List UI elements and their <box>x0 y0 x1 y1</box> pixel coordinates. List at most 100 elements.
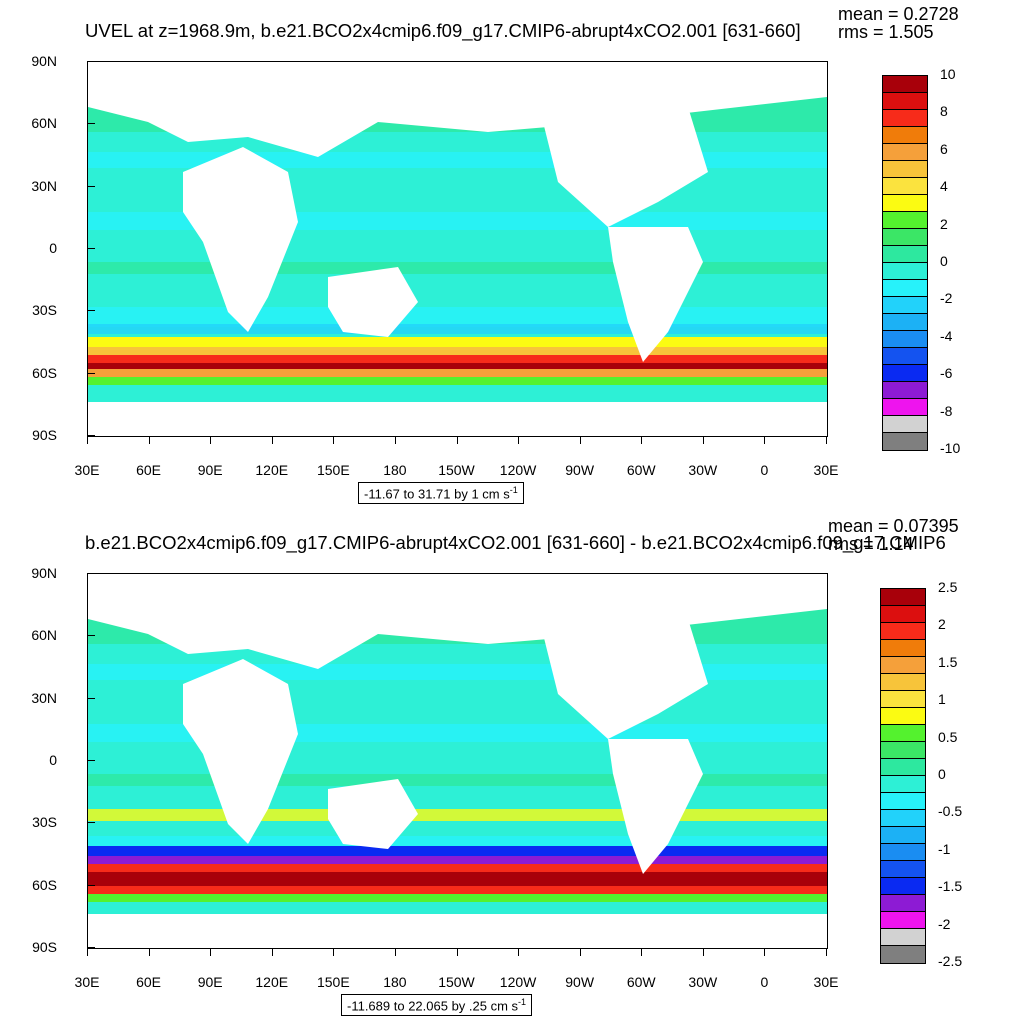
zonal-band <box>88 774 827 786</box>
colorbar-swatch <box>881 776 925 793</box>
acc-band <box>88 872 827 886</box>
acc-band <box>88 894 827 902</box>
ocean-field <box>88 574 827 948</box>
colorbar-swatch <box>883 144 927 161</box>
lat-tick-label: 90N <box>31 565 57 581</box>
colorbar-label: 8 <box>940 103 948 120</box>
colorbar-label: -1 <box>938 840 951 857</box>
lat-tick-label: 90S <box>32 427 57 443</box>
zonal-band <box>88 262 827 274</box>
colorbar-swatch <box>881 861 925 878</box>
lat-tick <box>87 760 95 761</box>
lon-tick-label: 150E <box>316 974 350 990</box>
land-mask <box>608 739 703 874</box>
lon-tick <box>826 436 827 444</box>
colorbar-label: -0.5 <box>938 803 963 820</box>
bottom-panel: b.e21.BCO2x4cmip6.f09_g17.CMIP6-abrupt4x… <box>0 512 1024 1024</box>
lon-tick-label: 30E <box>813 974 839 990</box>
colorbar-swatch <box>883 399 927 416</box>
colorbar-label: -6 <box>940 365 953 382</box>
land-mask <box>88 574 827 592</box>
acc-band <box>88 369 827 377</box>
colorbar-swatch <box>883 212 927 229</box>
acc-band <box>88 856 827 864</box>
lon-tick-label: 90W <box>565 462 595 478</box>
colorbar-swatch <box>881 759 925 776</box>
colorbar-swatch <box>881 657 925 674</box>
lon-tick-label: 150E <box>316 462 350 478</box>
colorbar-label: -8 <box>940 402 953 419</box>
colorbar-swatch <box>881 827 925 844</box>
lon-tick <box>333 436 335 444</box>
lat-tick <box>87 61 95 62</box>
lat-tick <box>87 185 95 187</box>
lon-tick <box>764 436 766 444</box>
lon-tick-label: 120E <box>255 974 289 990</box>
lat-tick-label: 90S <box>32 939 57 955</box>
lat-tick <box>87 435 95 436</box>
acc-band <box>88 355 827 363</box>
zonal-band <box>88 809 827 821</box>
colorbar-swatch <box>883 178 927 195</box>
lat-tick-label: 60S <box>32 364 57 381</box>
colorbar-swatch <box>881 623 925 640</box>
colorbar-swatch <box>881 640 925 657</box>
lon-tick <box>271 436 273 444</box>
land-mask <box>328 267 418 337</box>
colorbar-swatch <box>883 93 927 110</box>
colorbar-swatch <box>883 382 927 399</box>
colorbar-swatch <box>881 793 925 810</box>
lon-tick <box>333 948 335 956</box>
colorbar-label: 1.5 <box>938 653 958 670</box>
lat-tick-label: 60S <box>32 876 57 893</box>
lat-tick <box>87 884 95 886</box>
lon-tick-label: 30W <box>688 462 718 478</box>
rms-text: rms = 1.14 <box>828 534 914 554</box>
land-mask <box>88 80 827 157</box>
land-mask <box>238 679 288 749</box>
lat-tick-label: 30S <box>32 302 57 319</box>
lon-tick-label: 60E <box>136 462 162 478</box>
lon-tick-label: 90E <box>197 974 223 990</box>
colorbar <box>882 75 928 451</box>
top-panel: UVEL at z=1968.9m, b.e21.BCO2x4cmip6.f09… <box>31 5 960 505</box>
colorbar-swatch <box>883 331 927 348</box>
lon-tick <box>579 436 581 444</box>
lon-tick-label: 150W <box>438 974 475 990</box>
lon-tick-label: 180 <box>383 462 407 478</box>
land-mask <box>238 167 288 237</box>
acc-band <box>88 377 827 385</box>
lon-tick-label: 30E <box>74 974 100 990</box>
lat-tick-label: 60N <box>31 115 57 132</box>
colorbar-label: 0 <box>940 253 948 269</box>
acc-band <box>88 363 827 369</box>
lon-tick <box>764 948 766 956</box>
colorbar-label: -4 <box>940 327 953 344</box>
lon-tick <box>210 436 212 444</box>
lon-tick <box>579 948 581 956</box>
lat-tick <box>87 310 95 312</box>
acc-band <box>88 347 827 357</box>
lon-tick-label: 60E <box>136 974 162 990</box>
stats-block: mean = 0.2728 rms = 1.505 <box>838 5 959 41</box>
lon-tick <box>394 948 396 956</box>
colorbar-swatch <box>883 433 927 450</box>
range-label: -11.67 to 31.71 by 1 cm s-1 <box>358 482 524 505</box>
lat-tick <box>87 372 95 374</box>
colorbar-swatch <box>883 348 927 365</box>
colorbar-swatch <box>883 195 927 212</box>
land-mask <box>88 592 827 669</box>
lon-tick <box>271 948 273 956</box>
map-plot <box>87 573 828 949</box>
lon-tick-label: 120W <box>499 462 537 478</box>
colorbar-label: 0 <box>938 766 946 782</box>
lon-tick-label: 30E <box>74 462 100 478</box>
acc-band <box>88 886 827 894</box>
colorbar-swatch <box>883 297 927 314</box>
colorbar-swatch <box>881 895 925 912</box>
colorbar-swatch <box>881 878 925 895</box>
colorbar-swatch <box>883 280 927 297</box>
colorbar-swatch <box>881 844 925 861</box>
land-mask <box>328 779 418 849</box>
lon-tick <box>456 948 458 956</box>
